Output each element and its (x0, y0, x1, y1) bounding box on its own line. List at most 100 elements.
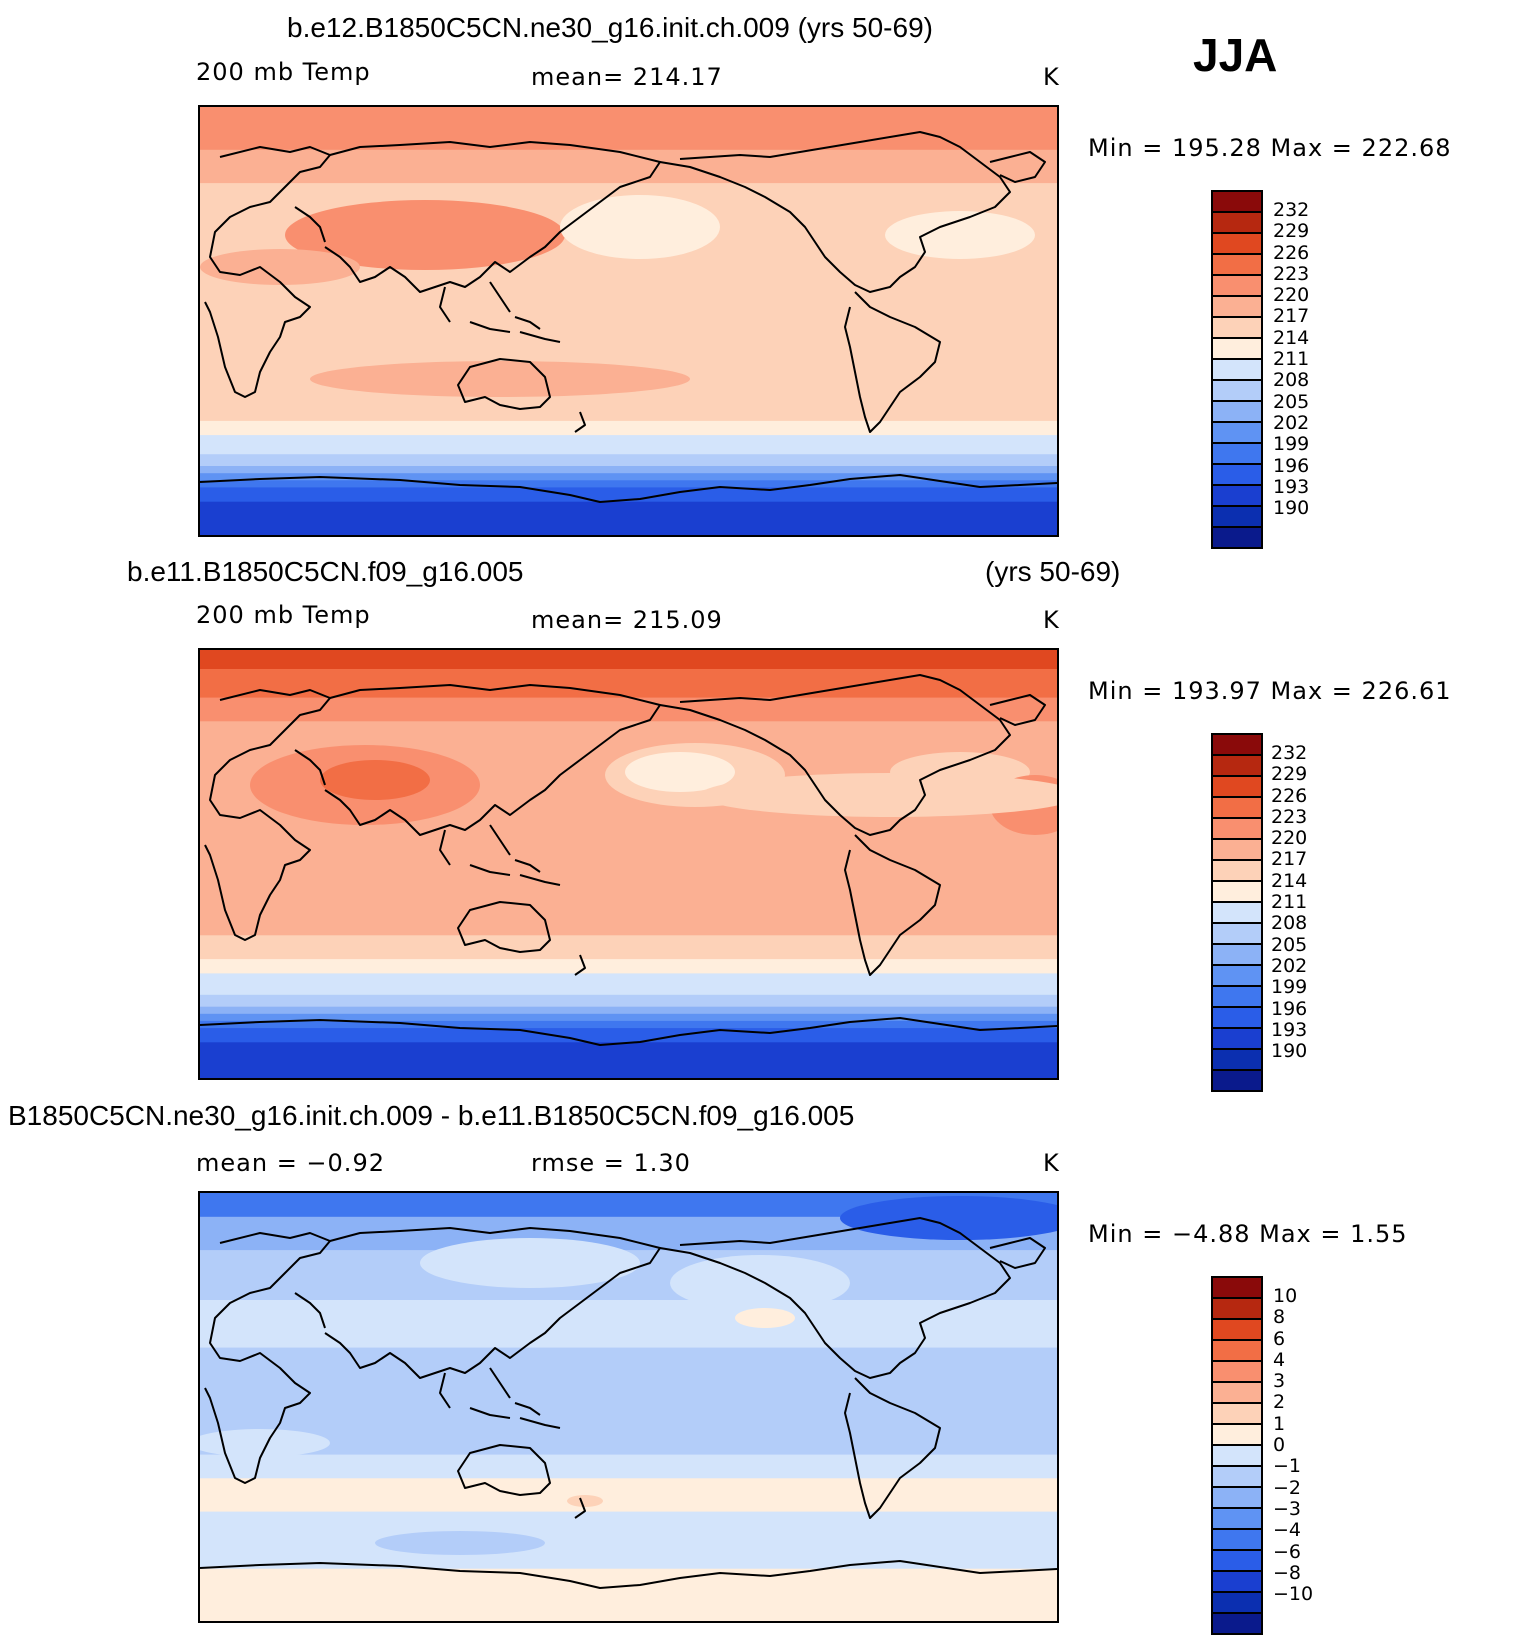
colorbar-segment (1213, 444, 1261, 465)
coastline (200, 1560, 1057, 1589)
colorbar-tick-label: 2 (1273, 1391, 1286, 1414)
colorbar-tick-label: 196 (1273, 454, 1310, 477)
colorbar-tick-label: 202 (1273, 411, 1310, 434)
panel2-mean: mean= 215.09 (531, 606, 723, 634)
colorbar-tick-label: −3 (1273, 1497, 1302, 1520)
colorbar-tick-label: 220 (1271, 827, 1308, 850)
southern-cool-blob (375, 1531, 545, 1555)
colorbar-segment (1213, 1299, 1261, 1320)
coastline (204, 1232, 331, 1484)
colorbar-tick-label: 3 (1273, 1370, 1286, 1393)
panel2-title-years: (yrs 50-69) (985, 556, 1121, 587)
colorbar-segment (1213, 987, 1261, 1008)
coastline (659, 1217, 1011, 1379)
colorbar-tick-label: 10 (1273, 1285, 1298, 1307)
coastline (989, 1237, 1046, 1269)
panel1-units: K (1043, 63, 1060, 91)
colorbar-tick-label: 6 (1273, 1327, 1286, 1350)
colorbar-segment (1213, 213, 1261, 234)
coastline (200, 1017, 1057, 1046)
atlantic-cool-blob (885, 211, 1035, 259)
america-band-blob (700, 773, 1057, 817)
colorbar-segment (1213, 1071, 1261, 1090)
coastline (574, 1497, 586, 1519)
panel3-minmax: Min = −4.88 Max = 1.55 (1088, 1220, 1408, 1248)
contour-band (200, 487, 1057, 503)
panel2-colorbar-ticks: 232 229 226 223 220 217 214 211 208 205 202 199 196 1… (1271, 742, 1308, 1063)
colorbar-tick-label: 223 (1273, 262, 1310, 285)
colorbar-tick-label: −1 (1273, 1455, 1302, 1478)
colorbar-tick-label: 226 (1271, 784, 1308, 807)
colorbar-segment (1213, 882, 1261, 903)
pacific-cool-blob (670, 1255, 850, 1311)
panel3-map (198, 1191, 1059, 1623)
colorbar-tick-label: 190 (1271, 1040, 1308, 1063)
coastline (989, 151, 1046, 183)
panel3-title: B1850C5CN.ne30_g16.init.ch.009 - b.e11.B… (8, 1100, 855, 1131)
colorbar-tick-label: 208 (1273, 369, 1310, 392)
panel3-mean: mean = −0.92 (196, 1149, 385, 1177)
colorbar-segment (1213, 528, 1261, 547)
colorbar-tick-label: 232 (1271, 742, 1308, 764)
panel3-colorbar-ticks: 10 8 6 4 3 2 1 0 −1 −2 −3 −4 −6 −8 −10 (1273, 1285, 1313, 1605)
contour-band (200, 1020, 1057, 1029)
tibet-core-blob (320, 760, 430, 800)
colorbar-tick-label: −6 (1273, 1540, 1302, 1563)
coastline (489, 281, 511, 313)
contour-band (200, 1006, 1057, 1015)
colorbar-tick-label: 205 (1273, 390, 1310, 413)
coastline (200, 474, 1057, 503)
contour-band (200, 1300, 1057, 1349)
coastline (659, 674, 1011, 836)
colorbar-segment (1213, 381, 1261, 402)
contour-band (200, 107, 1057, 151)
contour-band (200, 1511, 1057, 1570)
panel3-rmse: rmse = 1.30 (531, 1149, 691, 1177)
panel1-mean: mean= 214.17 (531, 63, 723, 91)
coastline (489, 1367, 511, 1399)
coastline (439, 286, 451, 323)
colorbar-segment (1213, 1404, 1261, 1425)
colorbar-segment (1213, 819, 1261, 840)
contour-band (200, 420, 1057, 436)
colorbar-tick-label: 202 (1271, 954, 1308, 977)
colorbar-segment (1213, 861, 1261, 882)
colorbar-segment (1213, 297, 1261, 318)
colorbar-tick-label: −4 (1273, 1519, 1302, 1542)
colorbar-tick-label: 226 (1273, 241, 1310, 264)
coastline (457, 901, 551, 953)
colorbar-tick-label: 190 (1273, 497, 1310, 520)
pacific-core-blob (625, 752, 735, 792)
panel2-title: b.e11.B1850C5CN.f09_g16.005 (127, 556, 524, 587)
colorbar-segment (1213, 1572, 1261, 1593)
coastline (457, 358, 551, 410)
panel2-colorbar (1211, 733, 1263, 1092)
contour-band (200, 994, 1057, 1008)
colorbar-segment (1213, 1278, 1261, 1299)
contour-band (200, 973, 1057, 996)
contour-band (200, 480, 1057, 488)
contour-band (200, 935, 1057, 960)
coastline (294, 749, 326, 786)
contour-band (200, 1013, 1057, 1022)
coastline (457, 1444, 551, 1496)
colorbar-segment (1213, 1530, 1261, 1551)
colorbar-tick-label: 223 (1271, 805, 1308, 828)
colorbar-tick-label: 214 (1273, 326, 1310, 349)
colorbar-segment (1213, 945, 1261, 966)
colorbar-segment (1213, 507, 1261, 528)
coastline (844, 1377, 941, 1519)
contour-band (200, 1028, 1057, 1043)
contour-band (200, 959, 1057, 974)
contour-band (200, 466, 1057, 474)
coastline (324, 684, 661, 836)
colorbar-segment (1213, 465, 1261, 486)
tibet-warm-blob (285, 200, 565, 270)
colorbar-segment (1213, 402, 1261, 423)
colorbar-segment (1213, 1467, 1261, 1488)
contour-band (200, 697, 1057, 722)
coastline (574, 954, 586, 976)
colorbar-tick-label: 193 (1271, 1018, 1308, 1041)
colorbar-tick-label: 199 (1273, 433, 1310, 456)
colorbar-segment (1213, 1593, 1261, 1614)
